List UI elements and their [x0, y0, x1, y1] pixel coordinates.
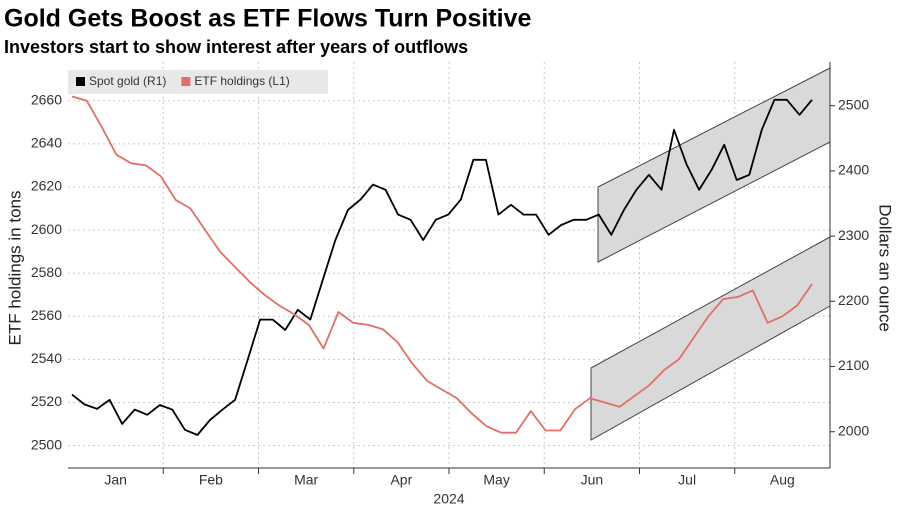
y2-tick-label: 2100: [838, 357, 869, 373]
x-tick-label: Jan: [104, 472, 127, 488]
y-axis-label: ETF holdings in tons: [5, 191, 24, 346]
x-tick-label: Mar: [294, 472, 318, 488]
series-line: [71, 95, 813, 434]
y2-tick-label: 2300: [838, 227, 869, 243]
chart-subtitle: Investors start to show interest after y…: [4, 37, 468, 57]
x-tick-label: Feb: [199, 472, 223, 488]
y-tick-label: 2580: [31, 264, 62, 280]
series-line: [71, 98, 813, 436]
y2-tick-label: 2500: [838, 96, 869, 112]
channel: [590, 236, 831, 441]
y2-tick-label: 2400: [838, 162, 869, 178]
y-tick-label: 2660: [31, 91, 62, 107]
legend-swatch: [76, 77, 85, 86]
y-tick-label: 2500: [31, 436, 62, 452]
y-tick-label: 2560: [31, 307, 62, 323]
x-axis-label: 2024: [433, 491, 464, 507]
legend-swatch: [181, 77, 191, 86]
y-tick-label: 2640: [31, 135, 62, 151]
x-tick-label: Apr: [390, 472, 412, 488]
legend-label: Spot gold (R1): [89, 74, 166, 88]
chart-title: Gold Gets Boost as ETF Flows Turn Positi…: [4, 5, 531, 33]
y2-axis-label: Dollars an ounce: [876, 204, 895, 332]
x-tick-label: May: [483, 472, 509, 488]
x-tick-label: Aug: [770, 472, 795, 488]
y2-tick-label: 2200: [838, 292, 869, 308]
y-tick-label: 2540: [31, 350, 62, 366]
x-tick-label: Jul: [678, 472, 696, 488]
legend-box: [68, 70, 328, 94]
y-tick-label: 2620: [31, 178, 62, 194]
trend-channels: [590, 67, 831, 441]
legend-label: ETF holdings (L1): [194, 74, 289, 88]
y-tick-label: 2520: [31, 393, 62, 409]
y2-tick-label: 2000: [838, 422, 869, 438]
x-tick-label: Jun: [581, 472, 604, 488]
y-tick-label: 2600: [31, 221, 62, 237]
